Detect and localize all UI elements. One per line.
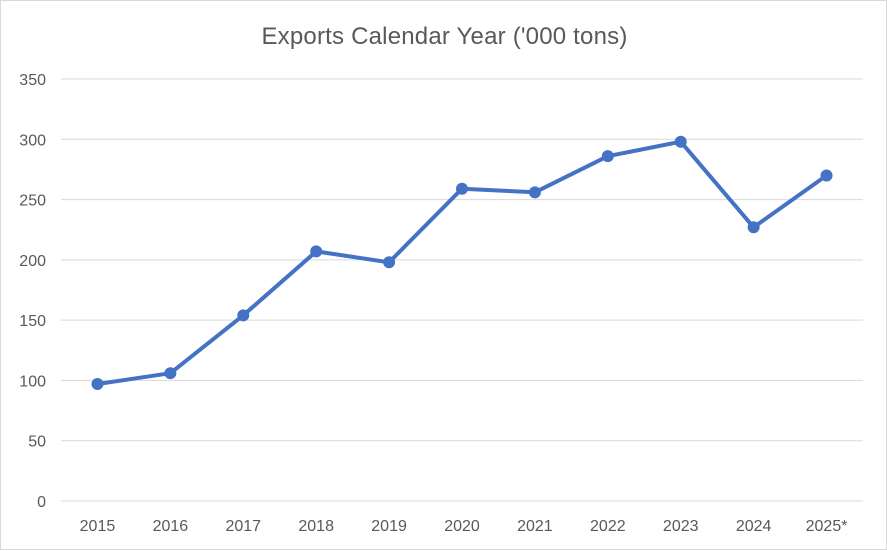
y-tick-label: 0 bbox=[37, 494, 46, 511]
y-tick-label: 50 bbox=[28, 434, 46, 451]
data-point-2023 bbox=[674, 135, 687, 148]
data-point-2018 bbox=[310, 245, 323, 258]
x-tick-label: 2018 bbox=[298, 518, 334, 535]
y-tick-label: 350 bbox=[19, 72, 46, 89]
x-tick-label: 2023 bbox=[663, 518, 699, 535]
series-line bbox=[95, 139, 829, 386]
data-point-2021 bbox=[528, 186, 541, 199]
data-point-2025* bbox=[820, 169, 833, 182]
data-point-2015 bbox=[91, 378, 104, 391]
x-tick-label: 2015 bbox=[80, 518, 116, 535]
data-point-2020 bbox=[456, 182, 468, 195]
data-point-2019 bbox=[383, 256, 396, 269]
x-tick-label: 2024 bbox=[736, 518, 772, 535]
x-tick-label: 2019 bbox=[371, 518, 407, 535]
chart-title: Exports Calendar Year ('000 tons) bbox=[261, 23, 628, 50]
data-point-2016 bbox=[164, 367, 177, 380]
y-tick-label: 100 bbox=[19, 373, 46, 390]
x-tick-label: 2022 bbox=[590, 518, 626, 535]
y-tick-label: 250 bbox=[19, 193, 46, 210]
x-tick-label: 2020 bbox=[444, 518, 480, 535]
x-tick-label: 2025* bbox=[806, 518, 848, 535]
data-point-2022 bbox=[601, 150, 614, 163]
data-point-2024 bbox=[747, 221, 760, 234]
gridlines bbox=[61, 78, 863, 502]
x-axis-tick-labels: 2015 2016 2017 2018 2019 2020 2021 2022 2023 2024… bbox=[80, 518, 848, 535]
y-tick-label: 300 bbox=[19, 132, 46, 149]
x-tick-label: 2016 bbox=[153, 518, 189, 535]
data-point-2017 bbox=[237, 309, 250, 322]
series-group bbox=[91, 135, 833, 391]
x-tick-label: 2017 bbox=[225, 518, 261, 535]
y-axis-tick-labels: 0 50 100 150 200 250 300 350 bbox=[19, 72, 46, 511]
x-tick-label: 2021 bbox=[517, 518, 553, 535]
y-tick-label: 200 bbox=[19, 253, 46, 270]
y-tick-label: 150 bbox=[19, 313, 46, 330]
